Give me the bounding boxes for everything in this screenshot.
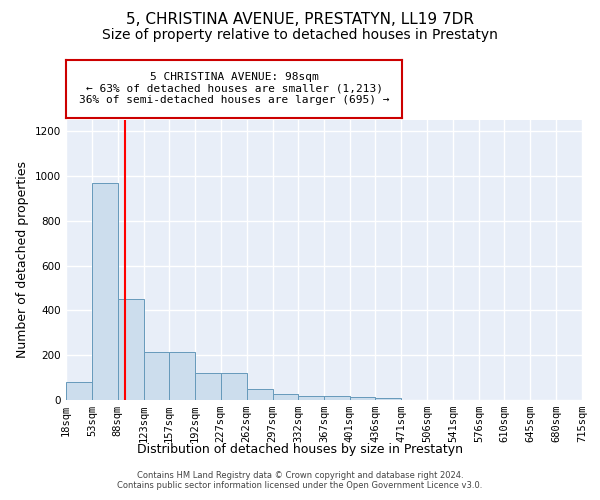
Bar: [66, 382, 92, 400]
Text: Size of property relative to detached houses in Prestatyn: Size of property relative to detached ho…: [102, 28, 498, 42]
Bar: [221, 373, 247, 400]
Bar: [169, 352, 195, 400]
Bar: [350, 396, 376, 400]
Bar: [92, 182, 118, 400]
Bar: [195, 373, 221, 400]
Bar: [272, 394, 298, 400]
Text: 5, CHRISTINA AVENUE, PRESTATYN, LL19 7DR: 5, CHRISTINA AVENUE, PRESTATYN, LL19 7DR: [126, 12, 474, 28]
Bar: [376, 398, 401, 400]
Y-axis label: Number of detached properties: Number of detached properties: [16, 162, 29, 358]
Bar: [247, 389, 272, 400]
Text: Distribution of detached houses by size in Prestatyn: Distribution of detached houses by size …: [137, 442, 463, 456]
Bar: [118, 299, 144, 400]
Bar: [325, 396, 350, 400]
Bar: [298, 396, 325, 400]
Text: Contains HM Land Registry data © Crown copyright and database right 2024.
Contai: Contains HM Land Registry data © Crown c…: [118, 470, 482, 490]
Bar: [144, 352, 169, 400]
Text: 5 CHRISTINA AVENUE: 98sqm
← 63% of detached houses are smaller (1,213)
36% of se: 5 CHRISTINA AVENUE: 98sqm ← 63% of detac…: [79, 72, 389, 106]
